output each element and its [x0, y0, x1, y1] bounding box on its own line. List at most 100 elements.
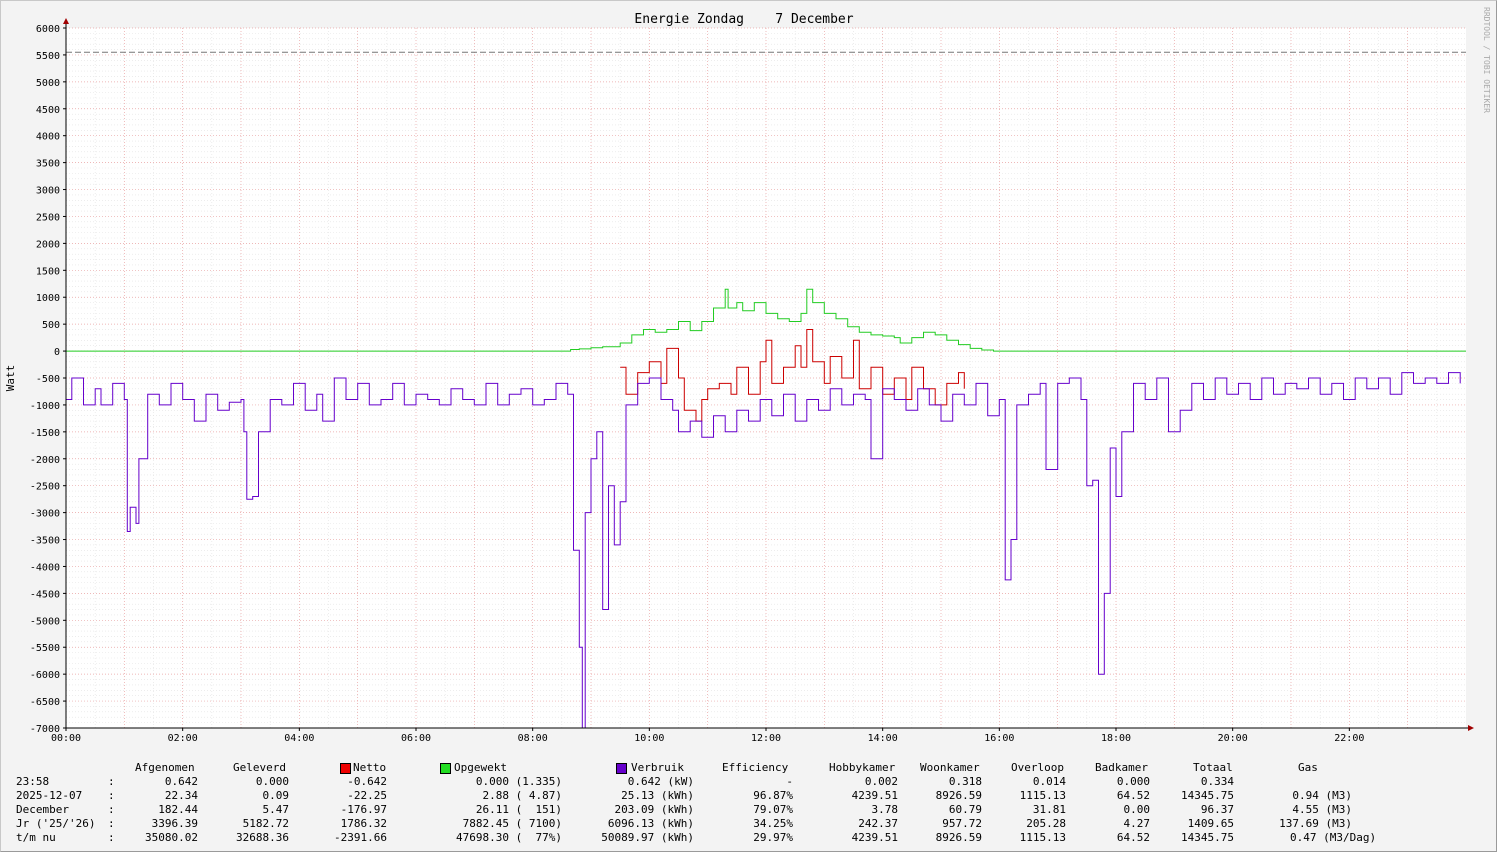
- header-hobbykamer: Hobbykamer: [829, 761, 896, 774]
- header-geleverd: Geleverd: [233, 761, 286, 774]
- y-axis-arrow: [63, 18, 69, 24]
- cell-hobbykamer: 3.78: [871, 803, 899, 816]
- x-tick-label: 16:00: [984, 733, 1014, 744]
- cell-gas: 0.47 (M3/Dag): [1290, 831, 1377, 844]
- y-tick-label: -7000: [30, 724, 60, 735]
- cell-netto: 1786.32: [340, 817, 387, 830]
- series-line-opgewekt: [66, 288, 1466, 352]
- x-tick-label: 22:00: [1334, 733, 1364, 744]
- y-tick-label: -3500: [30, 536, 60, 547]
- cell-afgenomen: 182.44: [158, 803, 198, 816]
- cell-opgewekt: 2.88 ( 4.87): [482, 789, 562, 802]
- x-tick-labels: 00:00 02:00 04:00 06:00 08:00 10:00 12:00 14:00…: [51, 733, 1364, 744]
- header-afgenomen: Afgenomen: [135, 761, 195, 774]
- y-tick-label: -5000: [30, 616, 60, 627]
- cell-verbruik: 25.13 (kWh): [621, 789, 694, 802]
- header-efficiency: Efficiency: [722, 761, 789, 774]
- cell-overloop: 1115.13: [1019, 789, 1066, 802]
- statistics-table: Afgenomen Geleverd Netto Opgewekt Verbruik Ef…: [0, 760, 1497, 850]
- cell-verbruik: 50089.97 (kWh): [601, 831, 694, 844]
- cell-afgenomen: 22.34: [164, 789, 198, 802]
- cell-totaal: 14345.75: [1181, 789, 1234, 802]
- cell-totaal: 14345.75: [1181, 831, 1234, 844]
- cell-hobbykamer: 4239.51: [851, 831, 898, 844]
- cell-woonkamer: 957.72: [942, 817, 982, 830]
- header-netto: Netto: [353, 761, 387, 774]
- cell-opgewekt: 47698.30 ( 77%): [456, 831, 562, 844]
- y-tick-label: 0: [54, 347, 60, 358]
- series-line-verbruik: [66, 372, 1461, 729]
- y-tick-label: 2500: [36, 212, 60, 223]
- y-tick-label: 4500: [36, 105, 60, 116]
- row-separator: :: [108, 817, 115, 830]
- row-separator: :: [108, 831, 115, 844]
- axes: [63, 18, 1474, 731]
- cell-verbruik: 0.642 (kW): [627, 775, 694, 788]
- cell-totaal: 96.37: [1200, 803, 1234, 816]
- cell-hobbykamer: 242.37: [858, 817, 898, 830]
- row-label: Jr ('25/'26): [16, 817, 96, 830]
- energy-chart: 6000550050004500400035003000250020001500…: [4, 7, 1491, 744]
- cell-geleverd: 5182.72: [242, 817, 289, 830]
- cell-geleverd: 32688.36: [236, 831, 289, 844]
- cell-hobbykamer: 4239.51: [851, 789, 898, 802]
- y-tick-label: 5500: [36, 51, 60, 62]
- cell-gas: 137.69 (M3): [1279, 817, 1352, 830]
- y-tick-label: -2500: [30, 482, 60, 493]
- cell-geleverd: 0.000: [255, 775, 289, 788]
- cell-overloop: 31.81: [1032, 803, 1066, 816]
- series-line-netto: [620, 329, 965, 422]
- x-tick-label: 14:00: [868, 733, 898, 744]
- x-tick-label: 08:00: [518, 733, 548, 744]
- header-opgewekt: Opgewekt: [454, 761, 507, 774]
- cell-overloop: 1115.13: [1019, 831, 1066, 844]
- cell-verbruik: 203.09 (kWh): [614, 803, 694, 816]
- x-tick-label: 06:00: [401, 733, 431, 744]
- cell-hobbykamer: 0.002: [864, 775, 898, 788]
- header-gas: Gas: [1298, 761, 1318, 774]
- watermark: RRDTOOL / TOBI OETIKER: [1482, 7, 1491, 113]
- legend-swatch-opgewekt: [440, 763, 451, 774]
- cell-geleverd: 0.09: [262, 789, 290, 802]
- cell-efficiency: 79.07%: [753, 803, 793, 816]
- y-tick-label: -6000: [30, 670, 60, 681]
- row-separator: :: [108, 789, 115, 802]
- legend-swatch-netto: [340, 763, 351, 774]
- row-separator: :: [108, 803, 115, 816]
- cell-overloop: 205.28: [1026, 817, 1066, 830]
- cell-woonkamer: 8926.59: [935, 831, 982, 844]
- y-tick-label: -3000: [30, 509, 60, 520]
- x-tick-label: 20:00: [1218, 733, 1248, 744]
- header-woonkamer: Woonkamer: [920, 761, 980, 774]
- cell-gas: 4.55 (M3): [1292, 803, 1352, 816]
- header-verbruik: Verbruik: [631, 761, 684, 774]
- x-tick-label: 00:00: [51, 733, 81, 744]
- cell-badkamer: 64.52: [1116, 789, 1150, 802]
- cell-totaal: 0.334: [1200, 775, 1234, 788]
- y-tick-label: 6000: [36, 24, 60, 35]
- y-tick-label: -6500: [30, 697, 60, 708]
- y-tick-label: 4000: [36, 132, 60, 143]
- cell-gas: 0.94 (M3): [1292, 789, 1352, 802]
- cell-woonkamer: 60.79: [948, 803, 982, 816]
- y-tick-label: 5000: [36, 78, 60, 89]
- cell-netto: -176.97: [340, 803, 387, 816]
- cell-afgenomen: 35080.02: [145, 831, 198, 844]
- cell-badkamer: 0.00: [1123, 803, 1151, 816]
- y-tick-label: 3000: [36, 186, 60, 197]
- header-badkamer: Badkamer: [1095, 761, 1148, 774]
- row-label: 2025-12-07: [16, 789, 83, 802]
- cell-geleverd: 5.47: [262, 803, 290, 816]
- y-tick-label: 3500: [36, 159, 60, 170]
- cell-netto: -2391.66: [334, 831, 387, 844]
- y-tick-label: 1000: [36, 293, 60, 304]
- x-tick-label: 18:00: [1101, 733, 1131, 744]
- cell-afgenomen: 3396.39: [151, 817, 198, 830]
- y-tick-label: -2000: [30, 455, 60, 466]
- y-tick-label: 2000: [36, 239, 60, 250]
- cell-overloop: 0.014: [1032, 775, 1066, 788]
- cell-opgewekt: 7882.45 ( 7100): [462, 817, 562, 830]
- row-label: 23:58: [16, 775, 50, 788]
- row-label: t/m nu: [16, 831, 56, 844]
- y-tick-label: -5500: [30, 643, 60, 654]
